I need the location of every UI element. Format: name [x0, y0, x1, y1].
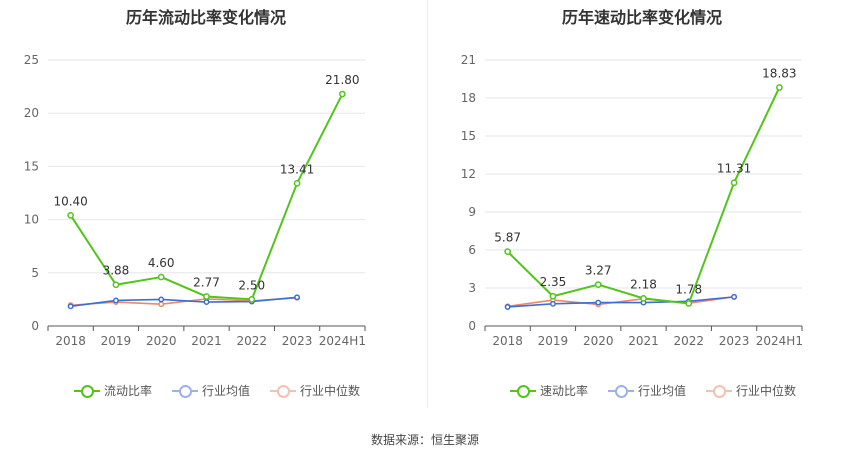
data-point	[776, 84, 783, 91]
data-label: 18.83	[762, 66, 796, 80]
legend-label: 行业均值	[638, 384, 687, 398]
quick-ratio-legend: 速动比率 行业均值 行业中位数	[510, 382, 796, 399]
legend-line-marker-icon	[706, 384, 733, 398]
data-point	[67, 211, 74, 219]
data-point	[112, 297, 119, 304]
series-line	[507, 296, 735, 308]
data-point	[157, 273, 165, 281]
y-tick-label: 0	[31, 319, 39, 333]
series-line	[506, 87, 781, 305]
legend-line-marker-icon	[270, 384, 297, 398]
data-label: 2.35	[540, 275, 567, 289]
y-tick-label: 20	[24, 106, 39, 120]
data-label: 2.50	[238, 278, 265, 292]
series-line	[70, 296, 298, 308]
x-tick-label: 2023	[282, 334, 313, 348]
y-tick-label: 0	[468, 319, 476, 333]
y-tick-label: 6	[468, 243, 476, 257]
x-tick-label: 2018	[492, 334, 523, 348]
legend-line-marker-icon	[510, 384, 536, 398]
data-point	[67, 303, 74, 310]
legend-label: 行业中位数	[300, 384, 361, 398]
data-label: 3.88	[103, 264, 130, 278]
panel-divider	[427, 0, 428, 408]
data-point	[248, 296, 256, 303]
y-tick-label: 15	[461, 129, 476, 143]
x-tick-label: 2020	[146, 334, 177, 348]
data-label: 10.40	[53, 194, 87, 208]
y-tick-label: 9	[468, 205, 476, 219]
legend-label: 行业均值	[202, 384, 251, 398]
data-label: 21.80	[325, 73, 359, 87]
legend-label: 流动比率	[104, 384, 153, 398]
x-tick-label: 2019	[101, 334, 132, 348]
legend-item-quick-ratio[interactable]: 速动比率	[510, 382, 588, 399]
x-tick-label: 2018	[55, 334, 86, 348]
legend-item-industry-median[interactable]: 行业中位数	[706, 382, 796, 399]
y-tick-label: 3	[468, 281, 476, 295]
data-label: 4.60	[148, 256, 175, 270]
chart-title-current-ratio: 历年流动比率变化情况	[125, 8, 286, 27]
legend-label: 行业中位数	[736, 384, 797, 398]
series-line	[507, 296, 735, 308]
x-tick-label: 2022	[674, 334, 705, 348]
y-tick-label: 21	[461, 53, 476, 67]
data-label: 13.41	[280, 162, 314, 176]
data-point	[594, 281, 602, 288]
legend-item-industry-average[interactable]: 行业均值	[172, 382, 250, 399]
x-tick-label: 2024H1	[319, 334, 366, 348]
data-point	[294, 294, 301, 301]
y-tick-label: 5	[31, 266, 39, 280]
x-tick-label: 2023	[719, 334, 750, 348]
legend-item-industry-median[interactable]: 行业中位数	[270, 382, 360, 399]
x-tick-label: 2021	[191, 334, 222, 348]
chart-title-quick-ratio: 历年速动比率变化情况	[561, 8, 722, 27]
data-point	[549, 292, 557, 300]
legend-item-industry-average[interactable]: 行业均值	[608, 382, 686, 399]
data-label: 5.87	[494, 231, 521, 245]
x-tick-label: 2022	[237, 334, 268, 348]
legend-line-marker-icon	[172, 384, 199, 398]
data-point	[730, 179, 738, 187]
data-point	[158, 296, 165, 303]
data-label: 2.77	[193, 276, 220, 290]
data-point	[549, 300, 556, 307]
data-point	[685, 300, 693, 307]
current-ratio-chart: 0 5 10 15 20 25 2018 2019 2020 2021 2022 2023 2024H1…	[24, 53, 366, 348]
y-tick-label: 12	[461, 167, 476, 181]
data-point	[504, 304, 511, 310]
y-tick-label: 25	[24, 53, 39, 67]
x-tick-label: 2021	[628, 334, 659, 348]
data-point	[112, 281, 120, 289]
data-label: 2.18	[630, 277, 657, 291]
quick-ratio-chart: 0 3 6 9 12 15 18 21 2018 2019 2020 2021 2022 2023 2024…	[461, 53, 803, 348]
legend-item-current-ratio[interactable]: 流动比率	[74, 382, 152, 399]
data-point	[504, 248, 511, 255]
legend-line-marker-icon	[74, 384, 100, 398]
data-point	[595, 299, 602, 306]
data-point	[640, 295, 647, 302]
y-tick-label: 10	[24, 213, 39, 227]
data-point	[293, 179, 301, 187]
legend-line-marker-icon	[608, 384, 635, 398]
data-point	[339, 90, 346, 98]
data-source-footer: 数据来源：恒生聚源	[370, 433, 479, 447]
data-label: 3.27	[585, 264, 612, 278]
data-label: 11.31	[717, 162, 751, 176]
x-tick-label: 2019	[538, 334, 569, 348]
data-point	[731, 293, 738, 300]
data-point	[203, 293, 210, 300]
y-tick-label: 18	[461, 91, 476, 105]
y-tick-label: 15	[24, 159, 39, 173]
x-tick-label: 2020	[583, 334, 614, 348]
data-label: 1.78	[675, 282, 702, 296]
current-ratio-legend: 流动比率 行业均值 行业中位数	[74, 382, 360, 399]
x-tick-label: 2024H1	[756, 334, 803, 348]
legend-label: 速动比率	[540, 384, 589, 398]
